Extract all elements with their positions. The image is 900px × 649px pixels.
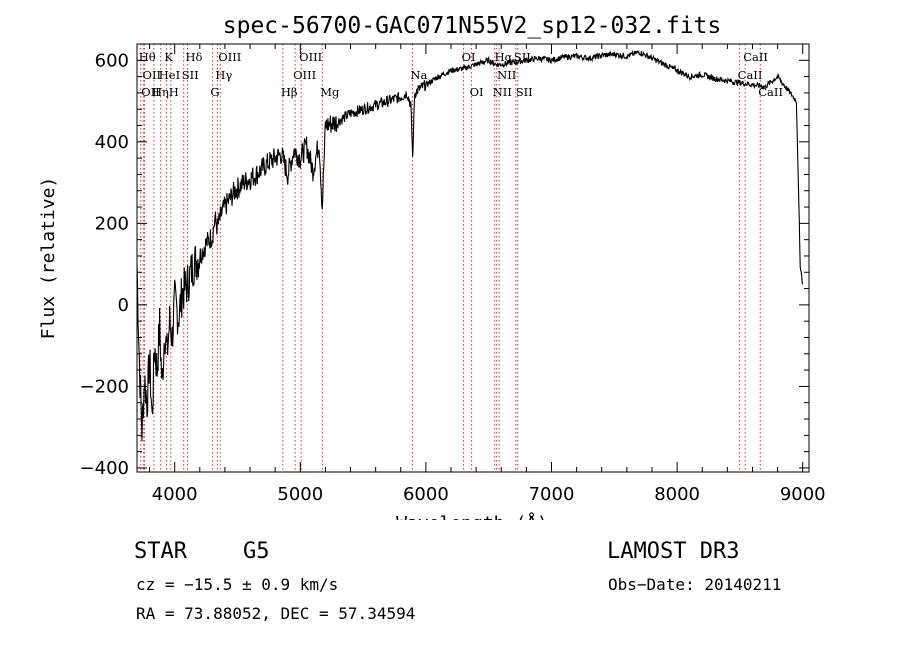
- x-axis-label: Wavelength (Å): [396, 512, 548, 520]
- chart-title: spec-56700-GAC071N55V2_sp12-032.fits: [223, 13, 722, 39]
- x-tick-label: 6000: [403, 484, 449, 505]
- line-label-16: Na: [410, 68, 427, 82]
- line-label-23: SII: [516, 85, 533, 99]
- line-label-19: NII: [493, 85, 512, 99]
- x-tick-label: 9000: [780, 484, 826, 505]
- spectral-line-labels: HθOIIOIIHηHeIKHSIIHδGHγOIIIHβOIIIOIIIMgN…: [139, 50, 783, 99]
- observation-date: Obs−Date: 20140211: [608, 575, 782, 594]
- line-label-18: OI: [470, 85, 484, 99]
- y-tick-label: −400: [80, 458, 129, 479]
- x-tick-label: 4000: [152, 484, 198, 505]
- line-label-25: CaII: [743, 50, 768, 64]
- object-subclass: G5: [243, 539, 270, 564]
- line-label-11: OIII: [218, 50, 241, 64]
- coordinates: RA = 73.88052, DEC = 57.34594: [136, 604, 416, 623]
- line-label-1: OII: [143, 68, 162, 82]
- redshift-velocity: cz = −15.5 ± 0.9 km/s: [136, 575, 339, 594]
- spectrum-chart: spec-56700-GAC071N55V2_sp12-032.fits Hθ O…: [38, 13, 826, 520]
- y-tick-label: −200: [80, 376, 129, 397]
- line-label-14: OIII: [299, 50, 322, 64]
- y-axis-label: Flux (relative): [38, 177, 59, 340]
- spectral-line-markers: [140, 44, 761, 472]
- y-tick-label: 0: [118, 295, 129, 316]
- y-tick-label: 600: [95, 50, 129, 71]
- line-label-13: OIII: [293, 68, 316, 82]
- line-label-5: K: [164, 50, 173, 64]
- line-label-0: Hθ: [139, 50, 156, 64]
- x-tick-label: 5000: [277, 484, 323, 505]
- x-tick-label: 7000: [529, 484, 575, 505]
- line-label-17: OI: [462, 50, 476, 64]
- object-class: STAR: [134, 539, 187, 564]
- line-label-21: NII: [497, 68, 516, 82]
- spectrum-line: [136, 49, 804, 441]
- y-tick-label: 400: [95, 132, 129, 153]
- y-axis-ticks: −400 −200 0 200 400 600: [80, 43, 809, 479]
- line-label-10: Hγ: [215, 68, 232, 82]
- survey-name: LAMOST DR3: [607, 539, 740, 564]
- line-label-7: SII: [182, 68, 199, 82]
- line-label-4: HeI: [159, 68, 180, 82]
- line-label-15: Mg: [320, 85, 340, 99]
- x-tick-label: 8000: [654, 484, 700, 505]
- line-label-6: H: [169, 85, 179, 99]
- line-label-24: CaII: [738, 68, 763, 82]
- plot-frame: [136, 43, 810, 473]
- line-label-2: OII: [141, 85, 160, 99]
- line-label-26: CaII: [758, 85, 783, 99]
- line-label-3: Hη: [152, 85, 169, 99]
- y-tick-label: 200: [95, 213, 129, 234]
- x-axis-ticks: 4000 5000 6000 7000 8000 9000: [149, 44, 826, 505]
- line-label-12: Hβ: [281, 85, 298, 99]
- line-label-8: Hδ: [185, 50, 202, 64]
- line-label-9: G: [210, 85, 219, 99]
